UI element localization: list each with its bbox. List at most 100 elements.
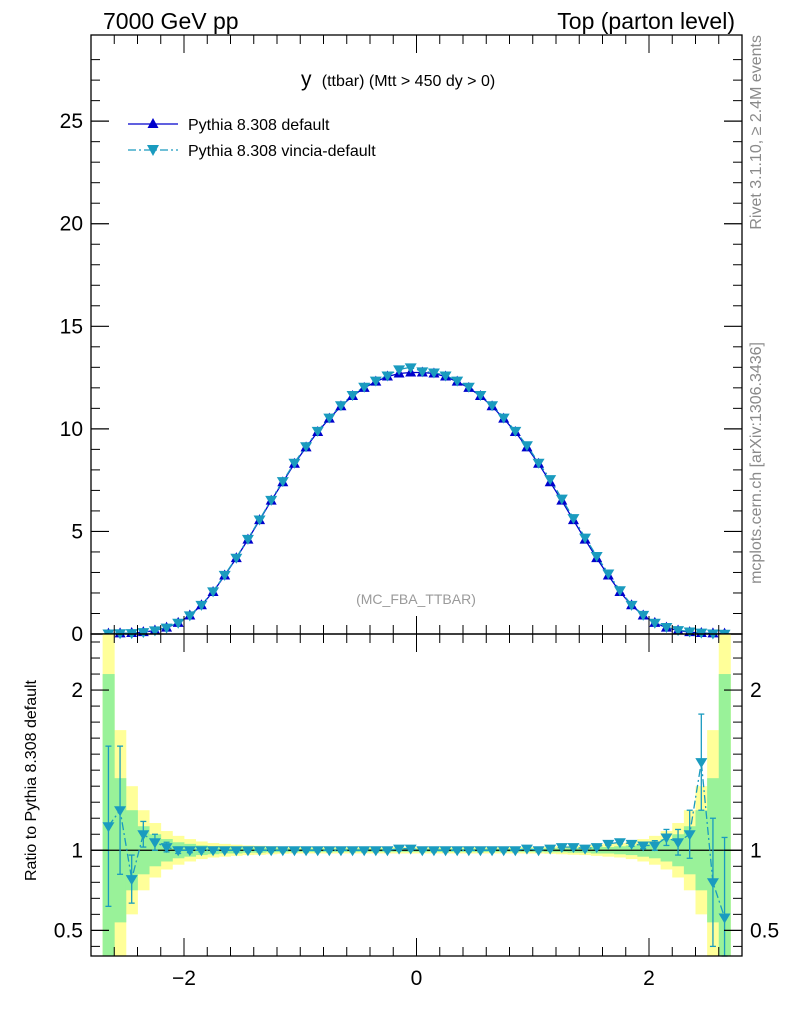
ratio-marker-vincia [416, 846, 429, 857]
header-right-label: Top (parton level) [557, 8, 735, 34]
marker-vincia-point [137, 628, 150, 639]
ratio-marker-vincia [358, 846, 371, 857]
ratio-marker-vincia [125, 875, 138, 886]
ratio-y-tick-label-left: 2 [71, 679, 83, 702]
main-data-layer [102, 363, 731, 640]
ratio-marker-vincia [718, 913, 731, 924]
ratio-marker-vincia [509, 846, 522, 857]
ratio-marker-vincia [311, 846, 324, 857]
legend-label-vincia: Pythia 8.308 vincia-default [188, 143, 376, 160]
ratio-marker-vincia [241, 846, 254, 857]
marker-vincia-point [393, 365, 406, 376]
analysis-annotation: (MC_FBA_TTBAR) [356, 591, 476, 607]
marker-vincia-point [183, 611, 196, 622]
ratio-marker-vincia [567, 843, 580, 854]
ratio-marker-vincia [590, 843, 603, 854]
ratio-marker-vincia [230, 846, 243, 857]
ratio-marker-vincia [276, 846, 289, 857]
marker-vincia-point [672, 626, 685, 637]
legend-entry-default: Pythia 8.308 default [128, 117, 330, 134]
marker-vincia-point [590, 552, 603, 563]
marker-vincia-point [404, 363, 417, 374]
ratio-panel: 0.5 0.5 1 1 2 2 −2 0 2 Ratio to Pythia 8.308 def… [23, 633, 779, 990]
ratio-x-tick-label: 0 [411, 967, 423, 990]
ratio-marker-vincia [602, 839, 615, 850]
legend-marker-default [147, 118, 159, 128]
ratio-marker-vincia [207, 846, 220, 857]
ratio-marker-vincia [346, 846, 359, 857]
marker-vincia-point [160, 623, 173, 634]
ratio-y-axis-label: Ratio to Pythia 8.308 default [23, 679, 40, 881]
plot-title: y (ttbar) (Mtt > 450 dy > 0) [301, 68, 495, 91]
ratio-axes-layer: 0.5 0.5 1 1 2 2 −2 0 2 [54, 634, 779, 990]
legend-label-default: Pythia 8.308 default [188, 117, 330, 134]
ratio-band-green [718, 674, 731, 956]
marker-vincia-point [207, 587, 220, 598]
marker-vincia-point [288, 458, 301, 469]
marker-vincia-point [265, 495, 278, 506]
marker-vincia-point [172, 618, 185, 629]
ratio-x-tick-label: 2 [643, 967, 655, 990]
main-y-tick-label: 15 [60, 315, 83, 338]
ratio-marker-vincia [683, 830, 696, 841]
ratio-marker-vincia [404, 844, 417, 855]
marker-vincia-point [555, 494, 568, 505]
rivet-info-label: Rivet 3.1.10, ≥ 2.4M events [748, 35, 765, 230]
marker-vincia-point [509, 426, 522, 437]
marker-vincia-point [416, 367, 429, 378]
marker-vincia-point [579, 533, 592, 544]
marker-vincia-point [358, 382, 371, 393]
ratio-marker-vincia [183, 846, 196, 857]
header-left-label: 7000 GeV pp [103, 8, 239, 34]
marker-vincia-point [195, 600, 208, 611]
marker-vincia-point [660, 623, 673, 634]
ratio-marker-vincia [520, 844, 533, 855]
ratio-marker-vincia [288, 846, 301, 857]
ratio-y-tick-label-left: 1 [71, 839, 83, 862]
ratio-marker-vincia [195, 846, 208, 857]
ratio-y-tick-label-right: 0.5 [750, 919, 779, 942]
marker-vincia-point [474, 391, 487, 402]
marker-vincia-point [532, 458, 545, 469]
marker-vincia-point [486, 401, 499, 412]
marker-vincia-point [602, 569, 615, 580]
ratio-marker-vincia [253, 846, 266, 857]
plot-title-main: y [301, 68, 312, 91]
legend-marker-vincia [147, 145, 159, 156]
marker-vincia-point [346, 391, 359, 402]
ratio-marker-vincia [381, 846, 394, 857]
marker-vincia-point [323, 413, 336, 424]
ratio-marker-vincia [300, 846, 313, 857]
ratio-marker-vincia [172, 846, 185, 857]
marker-vincia-point [253, 515, 266, 526]
marker-vincia-point [683, 627, 696, 638]
ratio-marker-vincia [706, 878, 719, 889]
marker-vincia-point [427, 368, 440, 379]
ratio-data-layer [91, 634, 742, 957]
ratio-marker-vincia [497, 846, 510, 857]
ratio-y-tick-label-right: 1 [750, 839, 762, 862]
marker-vincia-point [334, 401, 347, 412]
marker-vincia-point [276, 477, 289, 488]
ratio-marker-vincia [555, 843, 568, 854]
marker-vincia-point [544, 475, 557, 486]
ratio-marker-vincia [613, 838, 626, 849]
marker-vincia-point [613, 586, 626, 597]
marker-vincia-point [462, 382, 475, 393]
ratio-marker-vincia [660, 833, 673, 844]
marker-vincia-point [311, 426, 324, 437]
marker-vincia-point [381, 371, 394, 382]
main-y-tick-label: 0 [71, 623, 83, 646]
marker-vincia-point [148, 626, 161, 637]
ratio-marker-vincia [486, 846, 499, 857]
ratio-marker-vincia [102, 822, 115, 833]
main-y-tick-label: 5 [71, 520, 83, 543]
ratio-panel-frame [90, 633, 743, 957]
ratio-marker-vincia [672, 838, 685, 849]
ratio-marker-vincia [579, 844, 592, 855]
ratio-marker-vincia [532, 846, 545, 857]
marker-vincia-point [567, 514, 580, 525]
marker-vincia-point [648, 618, 661, 629]
